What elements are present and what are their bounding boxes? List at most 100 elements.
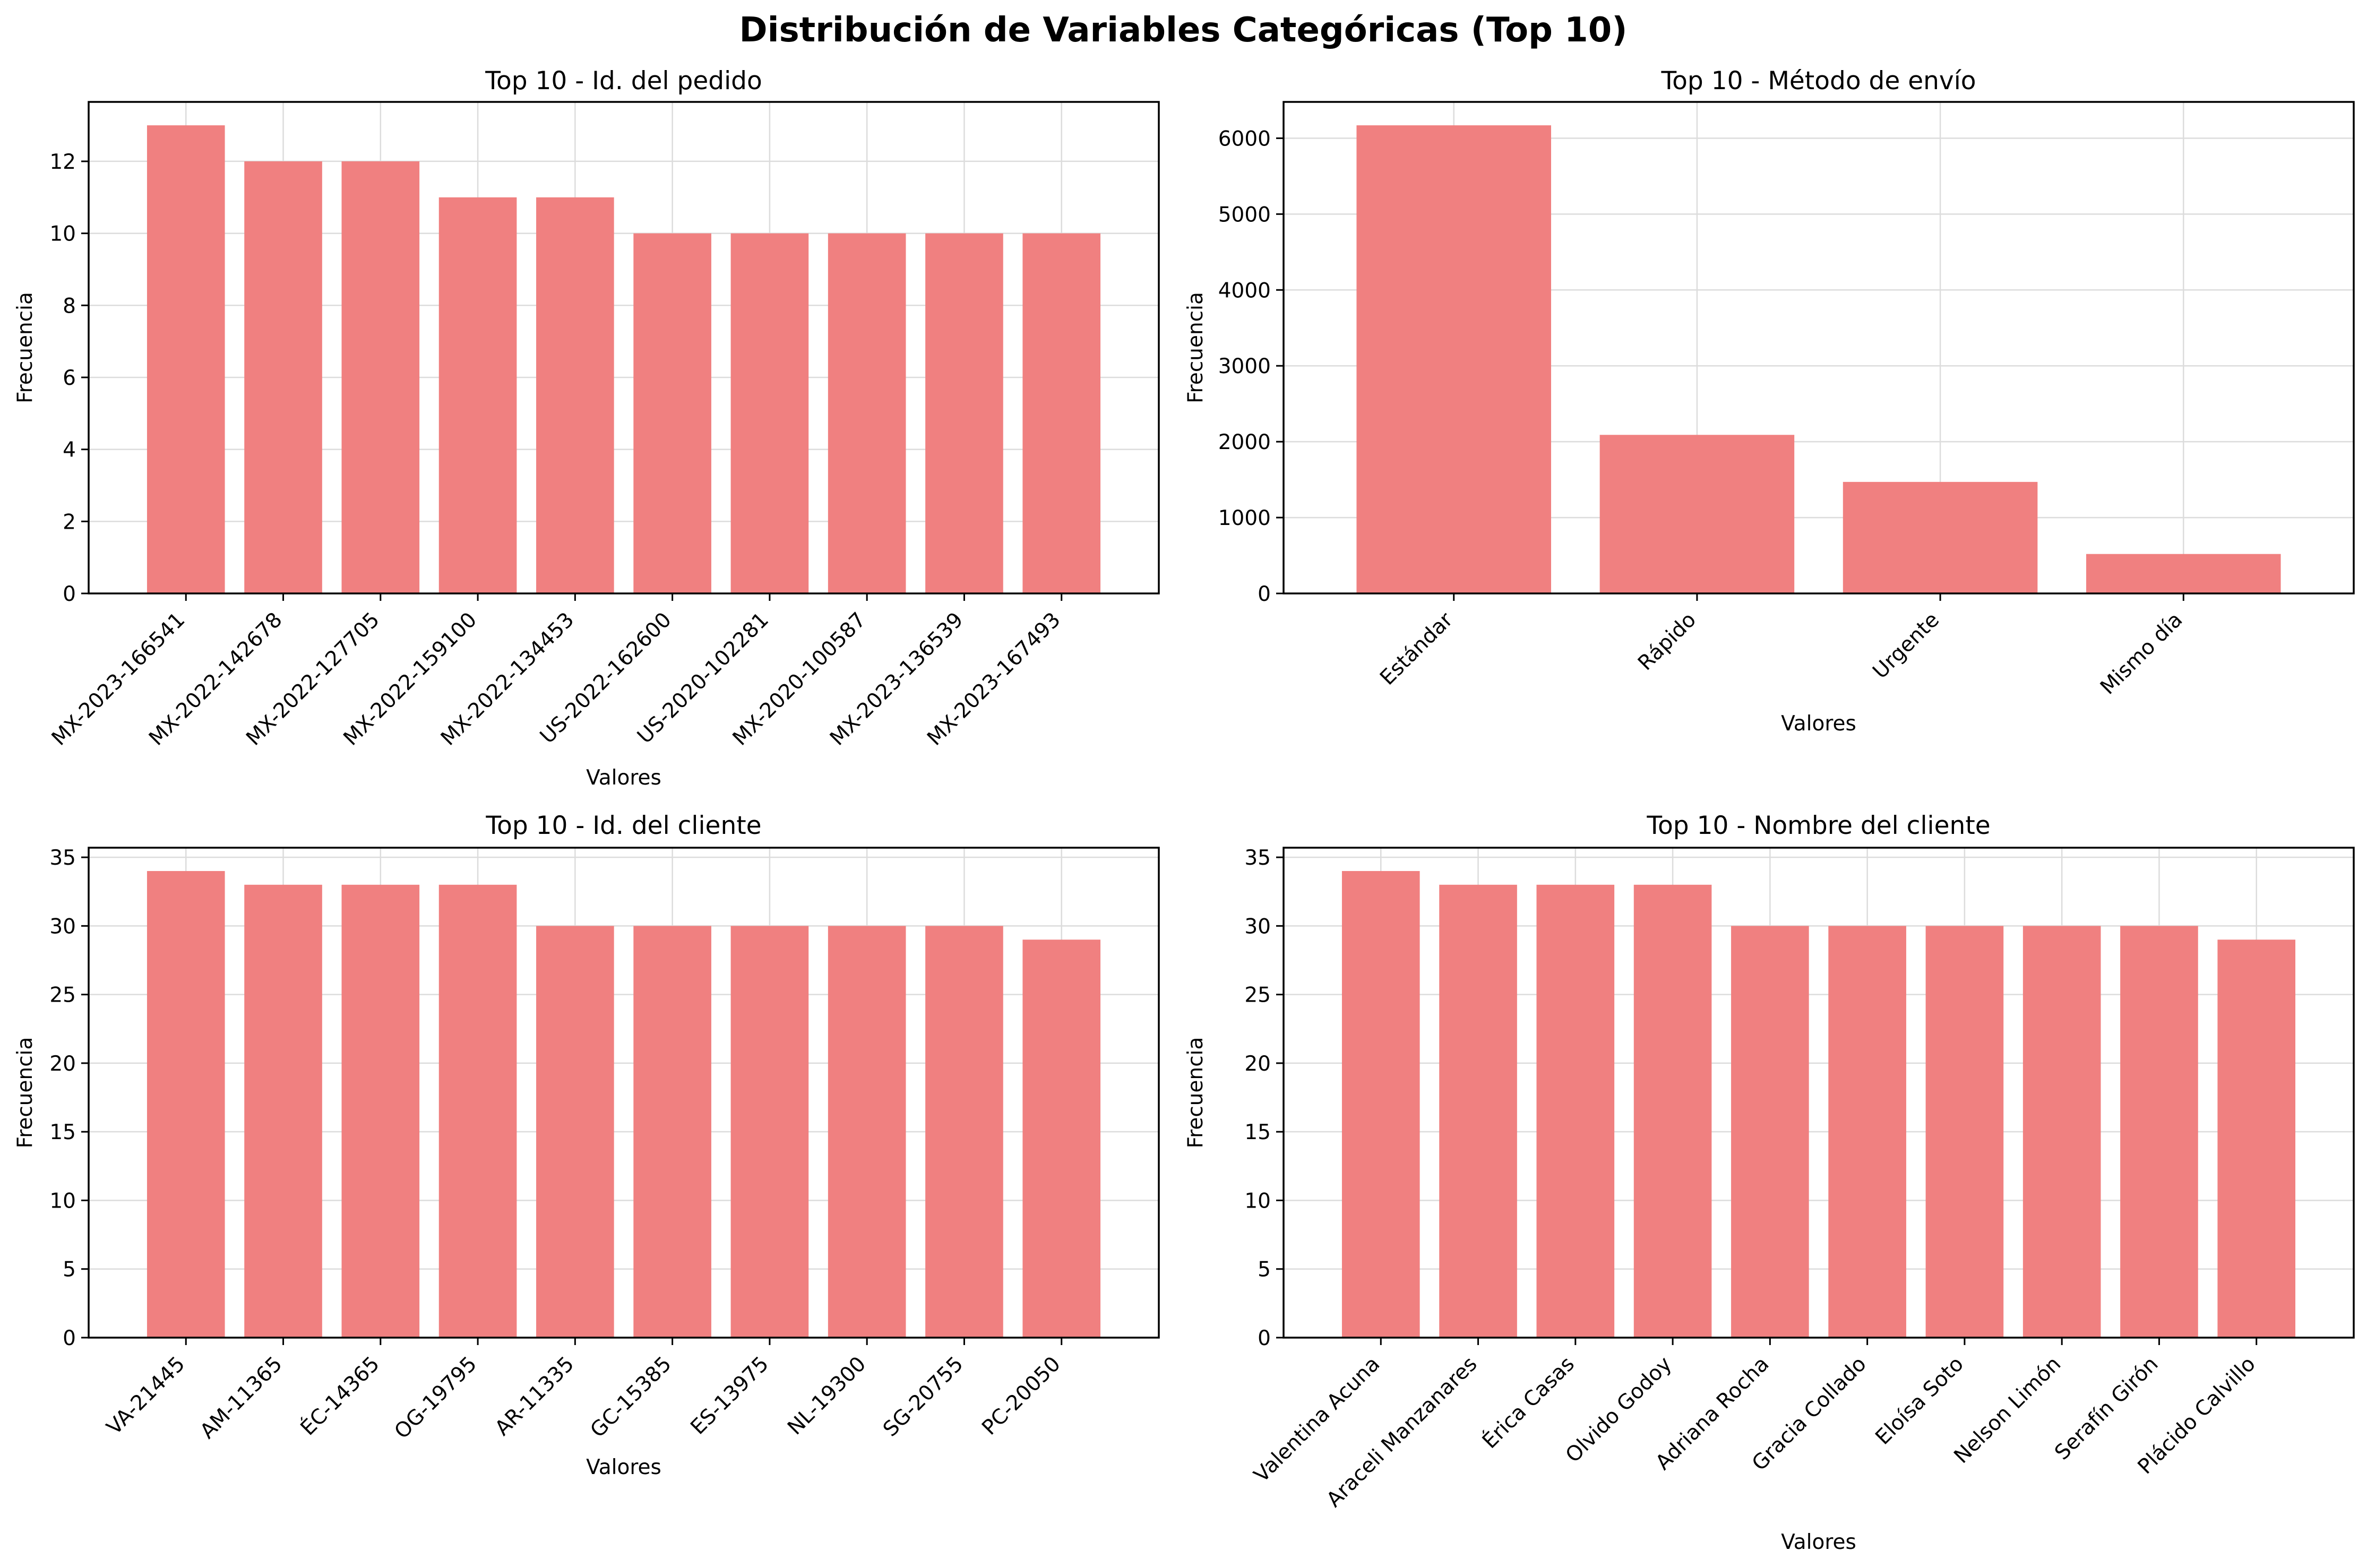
y-tick-label: 25 xyxy=(1244,984,1271,1007)
bar xyxy=(2120,926,2198,1338)
y-tick-label: 12 xyxy=(49,150,76,174)
x-tick-label: SG-20755 xyxy=(879,1352,968,1441)
chart-panel-3: 0 5 10 15 20 25 30 35 VA-21445 AM-11365 ÉC-14365 OG… xyxy=(13,811,1160,1479)
bar xyxy=(2086,554,2281,593)
x-tick-label: ÉC-14365 xyxy=(295,1351,384,1441)
bar xyxy=(1843,481,2038,593)
y-tick-label: 10 xyxy=(49,1189,76,1213)
bar xyxy=(147,125,225,594)
bar xyxy=(633,233,711,594)
bar xyxy=(1022,940,1101,1338)
bar xyxy=(1633,884,1712,1338)
x-tick-label: Érica Casas xyxy=(1477,1351,1579,1453)
y-axis-label: Frecuencia xyxy=(13,1037,37,1149)
y-tick-label: 30 xyxy=(49,915,76,938)
bar xyxy=(341,884,420,1338)
figure-title: Distribución de Variables Categóricas (T… xyxy=(739,11,1628,50)
x-tick-label: PC-20050 xyxy=(977,1352,1065,1440)
y-tick-label: 25 xyxy=(49,984,76,1007)
y-tick-label: 15 xyxy=(1244,1121,1271,1144)
y-tick-label: 2000 xyxy=(1218,430,1271,454)
y-tick-label: 3000 xyxy=(1218,355,1271,378)
x-tick-label: AR-11335 xyxy=(490,1352,579,1440)
bar xyxy=(828,233,906,594)
y-tick-label: 10 xyxy=(1244,1189,1271,1213)
chart-panel-1: 024681012MX-2023-166541MX-2022-142678MX-… xyxy=(13,66,1160,790)
x-tick-label: Eloísa Soto xyxy=(1871,1352,1968,1450)
y-axis-label: Frecuencia xyxy=(13,292,37,403)
chart-panel-2: 0 1000 2000 3000 4000 5000 6000 Estándar Rápido U… xyxy=(1184,66,2355,736)
x-tick-label: Serafín Girón xyxy=(2050,1352,2163,1464)
axes-frame xyxy=(88,847,1160,1339)
chart-title: Top 10 - Nombre del cliente xyxy=(1646,811,1990,840)
x-tick-label: VA-21445 xyxy=(102,1352,190,1440)
x-tick-label: AM-11365 xyxy=(195,1352,287,1443)
y-tick-label: 20 xyxy=(1244,1052,1271,1076)
bar xyxy=(536,926,614,1338)
y-tick-label: 15 xyxy=(49,1121,76,1144)
x-tick-label: NL-19300 xyxy=(783,1352,871,1440)
y-tick-label: 5 xyxy=(1258,1258,1271,1282)
bar xyxy=(730,233,809,594)
bar xyxy=(536,197,614,593)
bar xyxy=(2217,940,2296,1338)
bar xyxy=(1536,884,1615,1338)
bar xyxy=(1022,233,1101,594)
y-tick-label: 35 xyxy=(49,846,76,870)
bar xyxy=(438,884,517,1338)
bar xyxy=(1731,926,1809,1338)
y-tick-label: 8 xyxy=(63,294,76,318)
y-tick-label: 0 xyxy=(63,582,76,606)
bar xyxy=(341,161,420,593)
x-tick-label: ES-13975 xyxy=(686,1352,773,1439)
bar xyxy=(1356,125,1551,594)
x-tick-label: Urgente xyxy=(1869,608,1944,684)
y-tick-label: 0 xyxy=(1258,582,1271,606)
bar xyxy=(1599,435,1795,593)
x-tick-label: Estándar xyxy=(1375,608,1458,690)
bar xyxy=(730,926,809,1338)
y-tick-label: 1000 xyxy=(1218,506,1271,530)
y-tick-label: 4000 xyxy=(1218,279,1271,303)
bar xyxy=(1828,926,1906,1338)
y-axis-label: Frecuencia xyxy=(1184,1037,1208,1149)
y-tick-label: 6000 xyxy=(1218,127,1271,151)
bar xyxy=(147,871,225,1338)
bar xyxy=(2022,926,2101,1338)
chart-title: Top 10 - Id. del pedido xyxy=(485,66,762,96)
x-axis-label: Valores xyxy=(1781,1530,1856,1554)
y-tick-label: 20 xyxy=(49,1052,76,1076)
bar xyxy=(1439,884,1517,1338)
x-axis-label: Valores xyxy=(586,766,661,790)
bar xyxy=(244,161,322,593)
bar xyxy=(633,926,711,1338)
y-tick-label: 0 xyxy=(63,1326,76,1350)
bar xyxy=(244,884,322,1338)
x-tick-label: GC-15385 xyxy=(586,1352,676,1442)
chart-title: Top 10 - Método de envío xyxy=(1660,66,1976,96)
axes-frame xyxy=(1283,101,2355,595)
x-tick-label: Rápido xyxy=(1633,608,1701,675)
y-tick-label: 6 xyxy=(63,366,76,390)
y-tick-label: 4 xyxy=(63,438,76,462)
axes-frame xyxy=(1283,847,2355,1339)
x-tick-label: Mismo día xyxy=(2096,608,2187,699)
x-axis-label: Valores xyxy=(586,1455,661,1479)
y-axis-label: Frecuencia xyxy=(1184,292,1208,403)
x-axis-label: Valores xyxy=(1781,712,1856,736)
bar xyxy=(1925,926,2004,1338)
chart-title: Top 10 - Id. del cliente xyxy=(485,811,761,840)
y-tick-label: 10 xyxy=(49,222,76,246)
axes-frame xyxy=(88,101,1160,595)
y-tick-label: 0 xyxy=(1258,1326,1271,1350)
y-tick-label: 5000 xyxy=(1218,203,1271,227)
bar xyxy=(925,926,1003,1338)
bar xyxy=(925,233,1003,594)
y-tick-label: 2 xyxy=(63,510,76,534)
x-tick-label: OG-19795 xyxy=(390,1352,482,1444)
y-tick-label: 30 xyxy=(1244,915,1271,938)
bar xyxy=(1341,871,1420,1338)
bar xyxy=(828,926,906,1338)
